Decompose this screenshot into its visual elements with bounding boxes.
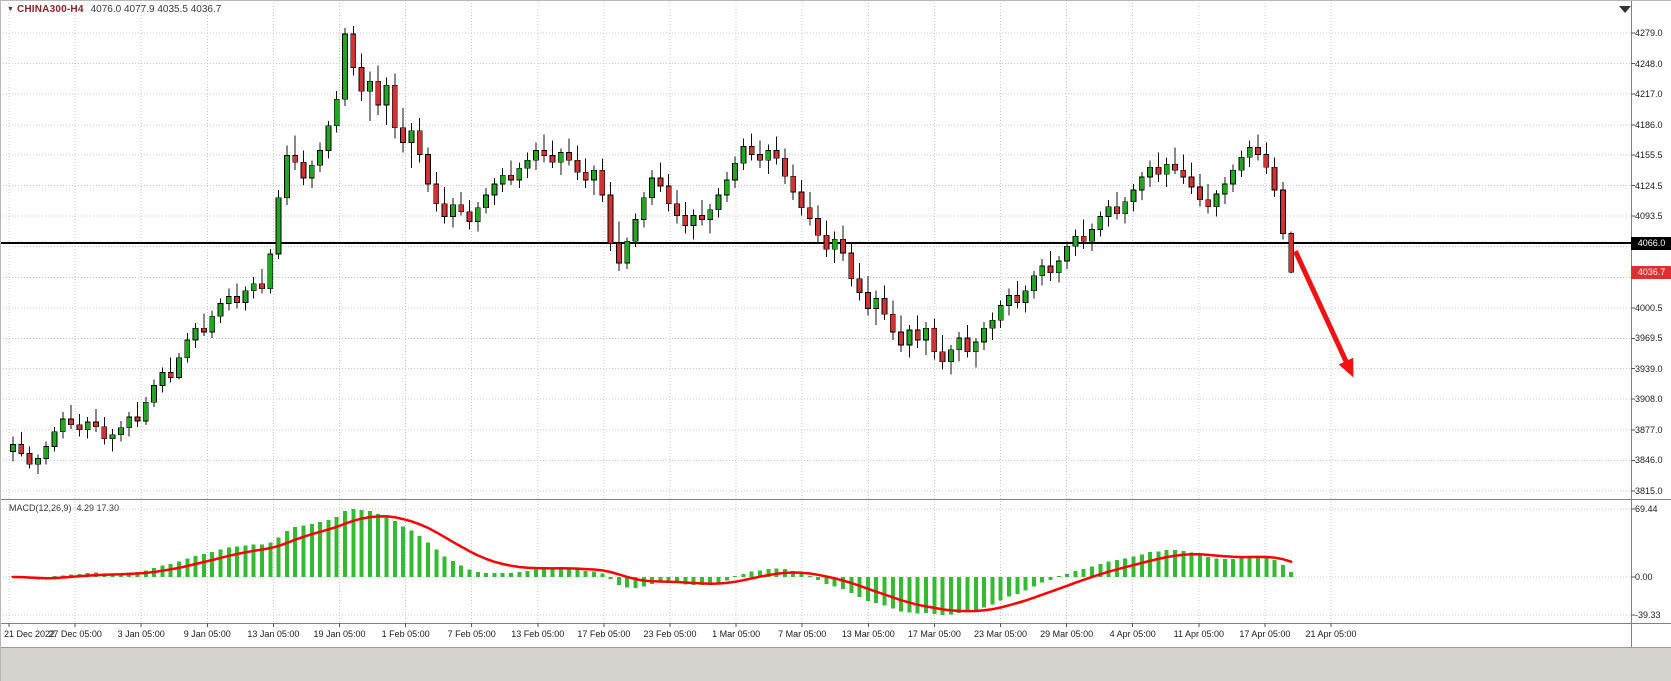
candles-layer xyxy=(10,26,1295,475)
time-axis-label: 1 Mar 05:00 xyxy=(712,629,761,639)
time-axis-label: 27 Dec 05:00 xyxy=(48,629,102,639)
grid-layer xyxy=(3,3,1631,623)
window-bottom-strip xyxy=(1,647,1671,681)
macd-values: 4.29 17.30 xyxy=(76,503,120,513)
time-axis-label: 3 Jan 05:00 xyxy=(117,629,165,639)
price-axis-label: 4124.5 xyxy=(1635,180,1663,191)
macd-axis-label: 69.44 xyxy=(1635,504,1658,514)
time-axis-label: 23 Mar 05:00 xyxy=(973,629,1028,639)
time-axis-label: 13 Mar 05:00 xyxy=(841,629,895,639)
bearish-arrow-annotation[interactable] xyxy=(1293,250,1354,378)
time-axis-label: 13 Feb 05:00 xyxy=(511,629,565,639)
panel-dividers xyxy=(1,1,1671,647)
time-axis-label: 23 Feb 05:00 xyxy=(643,629,697,639)
macd-signal-line xyxy=(11,515,1293,613)
time-axis-label: 11 Apr 05:00 xyxy=(1173,629,1224,639)
macd-axis-label: 0.00 xyxy=(1635,572,1653,582)
macd-title: MACD(12,26,9) xyxy=(9,503,72,513)
time-axis-label: 19 Jan 05:00 xyxy=(313,629,366,639)
symbol-dropdown-icon[interactable]: ▼ xyxy=(7,6,14,13)
price-axis-label: 3815.0 xyxy=(1635,486,1663,496)
price-axis-label: 3939.0 xyxy=(1635,363,1663,374)
time-axis-label: 4 Apr 05:00 xyxy=(1109,629,1156,639)
price-axis-label: 4186.0 xyxy=(1635,119,1663,130)
time-axis-label: 17 Mar 05:00 xyxy=(907,629,961,639)
price-axis-label: 3846.0 xyxy=(1635,455,1663,466)
symbol-info-bar: ▼ CHINA300-H4 4076.0 4077.9 4035.5 4036.7 xyxy=(7,4,221,15)
time-axis-label: 21 Apr 05:00 xyxy=(1305,629,1357,639)
price-axis-label: 4217.0 xyxy=(1635,89,1663,100)
symbol-ohlc-values: 4076.0 4077.9 4035.5 4036.7 xyxy=(90,4,222,15)
price-axis[interactable]: 4279.0 4248.0 4217.0 4186.0 4155.5 4124.5 4093… xyxy=(1631,1,1671,647)
time-axis-label: 9 Jan 05:00 xyxy=(183,629,231,639)
time-axis-label: 21 Dec 2022 xyxy=(4,629,56,639)
price-axis-label: 3908.0 xyxy=(1635,394,1663,405)
macd-axis-label: -39.33 xyxy=(1635,610,1661,620)
time-axis-label: 1 Feb 05:00 xyxy=(381,629,430,639)
current-price-tag: 4036.7 xyxy=(1631,265,1671,279)
time-axis-label: 17 Feb 05:00 xyxy=(577,629,631,639)
hline-price-tag[interactable]: 4066.0 xyxy=(1631,236,1671,250)
time-axis-label: 29 Mar 05:00 xyxy=(1040,629,1094,639)
time-axis[interactable]: 21 Dec 2022 27 Dec 05:00 3 Jan 05:00 9 Jan … xyxy=(1,623,1671,647)
time-axis-label: 7 Mar 05:00 xyxy=(778,629,827,639)
price-axis-label: 4000.5 xyxy=(1635,302,1663,313)
price-axis-label: 3877.0 xyxy=(1635,424,1663,435)
time-axis-label: 7 Feb 05:00 xyxy=(447,629,496,639)
price-axis-label: 4093.5 xyxy=(1635,211,1663,222)
chart-shift-marker[interactable] xyxy=(1619,6,1631,13)
price-axis-label: 4155.5 xyxy=(1635,149,1663,160)
price-axis-label: 3969.5 xyxy=(1635,333,1663,344)
symbol-title: CHINA300-H4 xyxy=(16,4,84,15)
time-axis-label: 17 Apr 05:00 xyxy=(1239,629,1291,639)
time-axis-label: 13 Jan 05:00 xyxy=(247,629,300,639)
macd-indicator-label: MACD(12,26,9) 4.29 17.30 xyxy=(9,503,119,513)
price-axis-label: 4248.0 xyxy=(1635,58,1663,69)
price-axis-label: 4279.0 xyxy=(1635,28,1663,38)
